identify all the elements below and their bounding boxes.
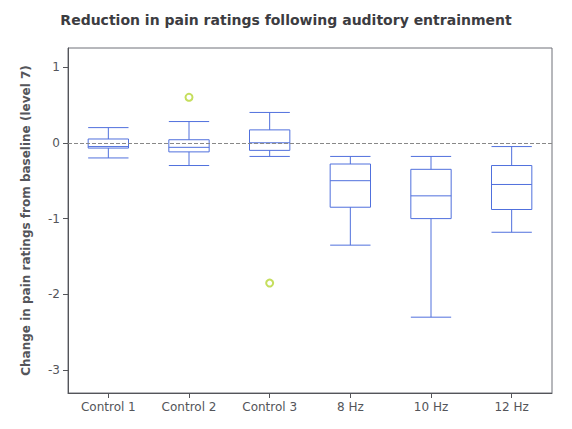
svg-text:1: 1 xyxy=(52,60,60,74)
svg-text:-1: -1 xyxy=(48,212,60,226)
svg-text:Control 3: Control 3 xyxy=(242,400,297,414)
svg-text:Change in pain ratings from ba: Change in pain ratings from baseline (le… xyxy=(19,65,33,376)
svg-text:-2: -2 xyxy=(48,287,60,301)
svg-text:8 Hz: 8 Hz xyxy=(337,400,364,414)
svg-text:Reduction in pain ratings foll: Reduction in pain ratings following audi… xyxy=(60,12,512,28)
svg-text:0: 0 xyxy=(52,136,60,150)
svg-text:12 Hz: 12 Hz xyxy=(494,400,528,414)
svg-text:Control 2: Control 2 xyxy=(162,400,217,414)
svg-text:Control 1: Control 1 xyxy=(81,400,136,414)
svg-text:-3: -3 xyxy=(48,363,60,377)
svg-text:10 Hz: 10 Hz xyxy=(414,400,448,414)
